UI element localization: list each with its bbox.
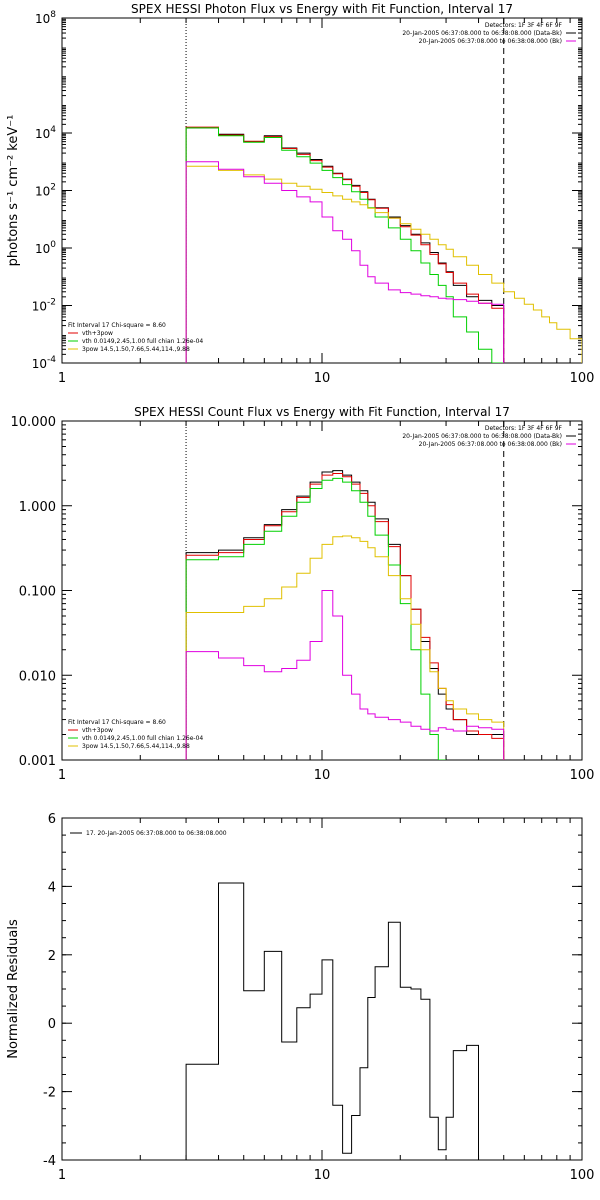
legend-entry: 20-Jan-2005 06:37:08.000 to 06:38:08.000…: [402, 433, 562, 440]
x-tick-label: 100: [570, 371, 595, 386]
y-tick-exponent: 0: [50, 240, 56, 250]
series-line-vth: [185, 127, 504, 363]
legend-entry: vth 0.0149,2.45,1.00 full chian 1.26e-04: [82, 338, 203, 345]
legend-entry: 20-Jan-2005 06:37:08.000 to 06:38:08.000…: [419, 441, 562, 448]
y-tick-label: 0.010: [19, 669, 56, 684]
series-line-vth: [185, 477, 447, 760]
series-line-data-bk: [185, 470, 505, 760]
series-line-vth-3pow: [185, 473, 505, 760]
y-tick-label: 0.001: [19, 754, 56, 769]
y-tick-label: 100: [35, 240, 56, 256]
legend-entry: 20-Jan-2005 06:37:08.000 to 06:38:08.000…: [419, 38, 562, 45]
x-tick-label: 10: [314, 768, 331, 783]
series-line-bk: [185, 161, 505, 363]
y-tick-base: 10: [35, 185, 50, 199]
y-tick-base: 10: [35, 242, 50, 256]
y-tick-label: 4: [48, 880, 56, 895]
legend-entry: vth 0.0149,2.45,1.00 full chian 1.26e-04: [82, 735, 203, 742]
x-tick-label: 1: [58, 371, 66, 386]
y-tick-label: 0.100: [19, 585, 56, 600]
legend-entry: 3pow 14.5,1.50,7.66,5.44,114.,9.88: [82, 743, 190, 750]
y-tick-exponent: 4: [50, 125, 56, 135]
chart-title: SPEX HESSI Photon Flux vs Energy with Fi…: [131, 2, 513, 16]
legend-entry: 3pow 14.5,1.50,7.66,5.44,114.,9.88: [82, 346, 190, 353]
y-tick-label: 10.000: [11, 415, 57, 430]
y-tick-exponent: 8: [50, 10, 56, 20]
x-tick-label: 10: [314, 371, 331, 386]
y-tick-base: 10: [32, 357, 47, 371]
y-tick-label: 1.000: [19, 500, 56, 515]
y-tick-label: 0: [48, 1017, 56, 1032]
series-line-bk: [185, 590, 505, 760]
series-line-3pow: [185, 165, 582, 363]
y-tick-label: 104: [35, 125, 56, 141]
series-line-17-20-jan-2005-06-37-08-000-to-06-38-08-000: [185, 882, 479, 1160]
legend-entry: vth+3pow: [82, 330, 113, 337]
legend-entry: Detectors: 1F 3F 4F 6F 9F: [485, 425, 563, 432]
residuals-panel: 1 10 100 -4 -2 0 2 4 6 Normalized Residuals 17. 20…: [6, 812, 594, 1183]
x-tick-label: 1: [58, 1168, 66, 1183]
y-tick-label: 102: [35, 183, 56, 199]
y-tick-base: 10: [35, 12, 50, 26]
x-tick-label: 1: [58, 768, 66, 783]
series-line-data-bk: [185, 127, 505, 363]
y-tick-label: 108: [35, 10, 56, 26]
y-tick-exponent: -2: [47, 298, 56, 308]
y-tick-exponent: 2: [50, 183, 56, 193]
legend-entry: Detectors: 1F 3F 4F 6F 9F: [485, 22, 563, 29]
x-tick-label: 100: [570, 1168, 595, 1183]
y-tick-base: 10: [32, 300, 47, 314]
series-line-3pow: [185, 535, 505, 760]
legend-entry: Fit Interval 17 Chi-square = 8.60: [68, 322, 166, 329]
count-flux-panel: SPEX HESSI Count Flux vs Energy with Fit…: [11, 405, 595, 783]
y-tick-label: 6: [48, 812, 56, 827]
y-tick-base: 10: [35, 127, 50, 141]
y-tick-label: -2: [43, 1086, 56, 1101]
x-tick-label: 10: [314, 1168, 331, 1183]
y-tick-label: 10-2: [32, 298, 56, 314]
y-axis-label: photons s⁻¹ cm⁻² keV⁻¹: [6, 115, 21, 267]
y-axis-label: Normalized Residuals: [6, 919, 21, 1059]
y-tick-label: 10-4: [32, 355, 57, 371]
y-tick-label: -4: [43, 1154, 56, 1169]
photon-flux-panel: SPEX HESSI Photon Flux vs Energy with Fi…: [6, 2, 594, 386]
legend-entry: 17. 20-Jan-2005 06:37:08.000 to 06:38:08…: [86, 830, 227, 837]
y-tick-label: 2: [48, 949, 56, 964]
legend-entry: vth+3pow: [82, 727, 113, 734]
chart-title: SPEX HESSI Count Flux vs Energy with Fit…: [134, 405, 510, 419]
series-line-vth-3pow: [185, 126, 505, 363]
y-tick-exponent: -4: [47, 355, 56, 365]
legend-entry: 20-Jan-2005 06:37:08.000 to 06:38:08.000…: [402, 30, 562, 37]
legend-entry: Fit Interval 17 Chi-square = 8.60: [68, 719, 166, 726]
x-tick-label: 100: [570, 768, 595, 783]
